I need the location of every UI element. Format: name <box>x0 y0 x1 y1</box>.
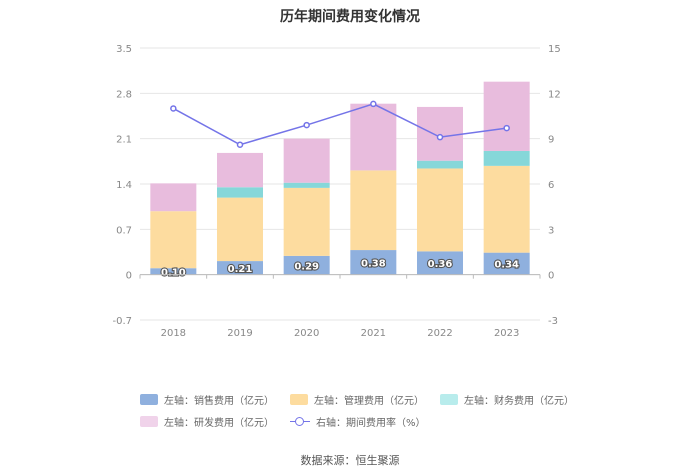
data-label-sales: 0.36 <box>428 259 453 270</box>
bar-admin-2019 <box>217 197 263 262</box>
bar-admin-2018 <box>150 211 197 269</box>
right-axis-tick-label: 3 <box>548 225 554 236</box>
x-axis-tick-label: 2022 <box>427 328 452 339</box>
legend-label-finance: 左轴：财务费用（亿元） <box>464 395 574 407</box>
data-label-sales: 0.38 <box>361 258 386 269</box>
rate-point-2022 <box>436 133 444 141</box>
data-label-sales: 0.34 <box>494 260 519 271</box>
legend: 左轴：销售费用（亿元） 左轴：管理费用（亿元） 左轴：财务费用（亿元） 左轴：研… <box>140 388 580 432</box>
legend-label-rnd: 左轴：研发费用（亿元） <box>164 417 274 429</box>
legend-item-sales[interactable]: 左轴：销售费用（亿元） <box>140 392 274 407</box>
bar-admin-2023 <box>483 165 530 253</box>
bar-sales-2022 <box>417 251 463 275</box>
bar-sales-2021 <box>350 250 397 275</box>
data-label-sales: 0.10 <box>161 267 186 278</box>
legend-swatch-admin <box>290 393 308 405</box>
x-axis-tick-label: 2023 <box>494 328 519 339</box>
legend-row-2: 左轴：研发费用（亿元） 右轴：期间费用率（%） <box>140 410 580 432</box>
rate-point-2018 <box>170 105 177 112</box>
bar-rnd-2023 <box>483 81 530 151</box>
left-axis-tick-label: 0.7 <box>116 225 132 236</box>
x-axis-tick-label: 2021 <box>361 328 386 339</box>
bar-finance-2022 <box>417 160 463 169</box>
legend-label-admin: 左轴：管理费用（亿元） <box>314 395 424 407</box>
bar-sales-2019 <box>217 261 263 275</box>
rate-point-2021 <box>370 100 377 108</box>
legend-label-rate: 右轴：期间费用率（%） <box>316 417 426 429</box>
bar-admin-2021 <box>350 170 397 251</box>
left-axis-tick-label: 3.5 <box>116 44 132 55</box>
right-axis-tick-label: 0 <box>548 271 554 282</box>
x-axis-tick-label: 2019 <box>227 328 252 339</box>
bar-rnd-2019 <box>217 152 263 188</box>
left-axis-tick-label: 0 <box>126 271 132 282</box>
left-axis-tick-label: 2.1 <box>116 135 132 146</box>
right-axis-tick-label: -3 <box>548 316 558 327</box>
bar-sales-2023 <box>483 252 530 275</box>
bar-admin-2020 <box>283 187 330 256</box>
source-note: 数据来源：恒生聚源 <box>300 454 400 467</box>
legend-item-rate[interactable]: 右轴：期间费用率（%） <box>290 414 426 429</box>
left-axis-tick-label: -0.7 <box>112 316 132 327</box>
legend-swatch-sales <box>140 393 158 405</box>
legend-swatch-finance <box>440 393 458 405</box>
legend-swatch-rate <box>290 416 310 427</box>
right-axis-tick-label: 9 <box>548 135 554 146</box>
bar-sales-2018 <box>150 268 197 275</box>
data-label-sales: 0.29 <box>294 261 319 272</box>
data-label-sales: 0.21 <box>228 264 253 275</box>
rate-line <box>172 103 507 146</box>
legend-label-sales: 左轴：销售费用（亿元） <box>164 395 274 407</box>
bar-rnd-2022 <box>417 106 463 161</box>
x-axis-tick-label: 2018 <box>161 328 186 339</box>
rate-point-2019 <box>236 141 244 148</box>
legend-item-admin[interactable]: 左轴：管理费用（亿元） <box>290 392 424 407</box>
bar-rnd-2020 <box>283 138 330 183</box>
left-axis-tick-label: 2.8 <box>116 89 132 100</box>
right-axis-tick-label: 6 <box>548 180 554 191</box>
legend-row-1: 左轴：销售费用（亿元） 左轴：管理费用（亿元） 左轴：财务费用（亿元） <box>140 388 580 410</box>
bar-rnd-2018 <box>150 183 197 212</box>
bar-finance-2020 <box>283 182 330 188</box>
legend-swatch-rnd <box>140 415 158 427</box>
bar-finance-2023 <box>483 150 530 166</box>
legend-item-rnd[interactable]: 左轴：研发费用（亿元） <box>140 414 274 429</box>
right-axis-tick-label: 12 <box>548 89 561 100</box>
chart-title: 历年期间费用变化情况 <box>280 9 420 25</box>
left-axis-tick-label: 1.4 <box>116 180 132 191</box>
right-axis-tick-label: 15 <box>548 44 561 55</box>
bar-admin-2022 <box>417 168 463 252</box>
rate-point-2023 <box>503 124 510 132</box>
bar-rnd-2021 <box>350 103 397 171</box>
bar-finance-2019 <box>217 187 263 198</box>
legend-item-finance[interactable]: 左轴：财务费用（亿元） <box>440 392 574 407</box>
rate-point-2020 <box>303 121 310 129</box>
x-axis-tick-label: 2020 <box>294 328 319 339</box>
bar-sales-2020 <box>283 255 330 275</box>
